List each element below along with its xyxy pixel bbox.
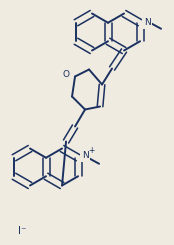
Text: N: N xyxy=(144,18,151,27)
Text: O: O xyxy=(62,70,70,79)
Text: I⁻: I⁻ xyxy=(18,226,26,236)
Text: +: + xyxy=(88,146,94,155)
Text: N: N xyxy=(82,151,88,160)
